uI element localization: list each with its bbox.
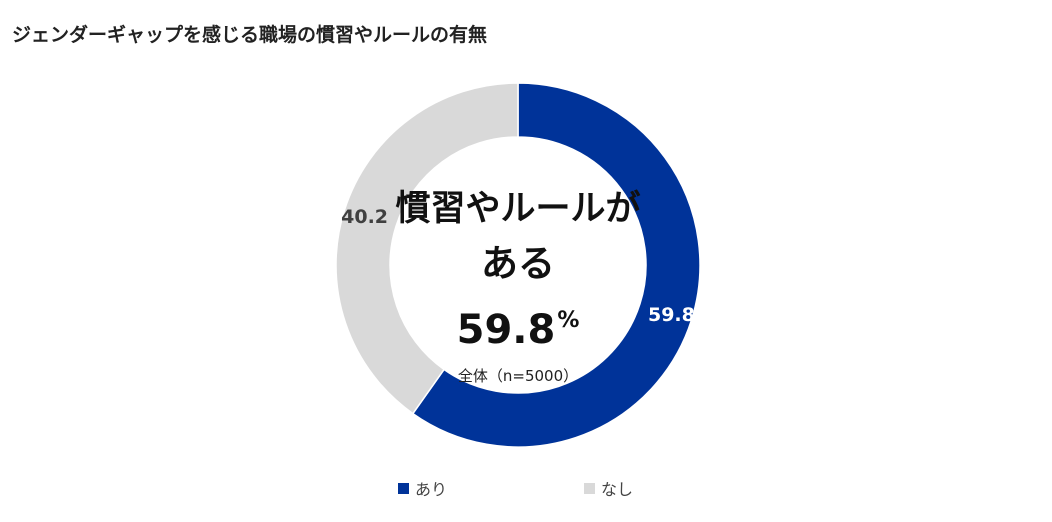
center-value: 59.8 [456, 307, 556, 353]
legend-item-nashi: なし [584, 476, 633, 500]
data-label-ari: 59.8 [648, 304, 695, 326]
legend-label-nashi: なし [601, 480, 634, 499]
center-label-line1: 慣習やルールが [395, 189, 641, 229]
sample-size: 全体（n=5000） [457, 367, 579, 385]
legend-swatch-ari [398, 482, 409, 494]
legend-item-ari: あり [398, 476, 447, 500]
center-percentage: 59.8% [378, 296, 658, 363]
center-label-line2: ある [481, 242, 555, 285]
center-summary: 慣習やルールが ある 59.8% 全体（n=5000） [378, 188, 658, 386]
donut-slice-nashi [335, 82, 519, 415]
legend-label-ari: あり [415, 480, 448, 499]
chart-title: ジェンダーギャップを感じる職場の慣習やルールの有無 [12, 24, 488, 46]
legend-swatch-nashi [584, 482, 595, 494]
center-unit: % [557, 308, 580, 333]
legend: あり なし [0, 476, 1052, 500]
donut-slice-ari [411, 82, 701, 448]
data-label-nashi: 40.2 [341, 206, 388, 228]
